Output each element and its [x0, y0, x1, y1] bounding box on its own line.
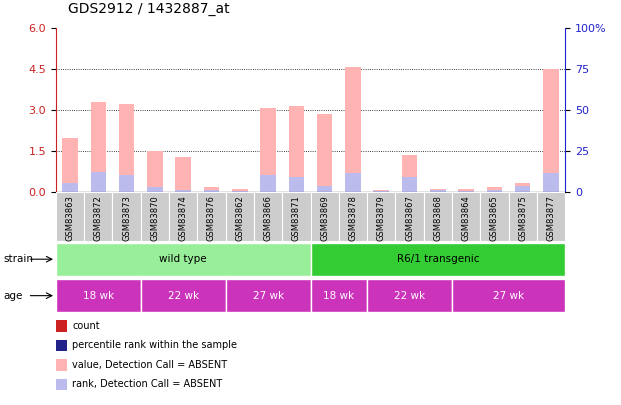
Bar [112, 192, 141, 241]
Bar [225, 279, 310, 312]
Text: strain: strain [3, 254, 33, 264]
Text: GSM83863: GSM83863 [66, 195, 75, 241]
Bar [458, 191, 474, 192]
Text: 18 wk: 18 wk [323, 291, 355, 301]
Bar [225, 192, 254, 241]
Text: GSM83872: GSM83872 [94, 195, 103, 241]
Bar [310, 192, 339, 241]
Text: GSM83862: GSM83862 [235, 195, 244, 241]
Bar [232, 189, 248, 192]
Text: percentile rank within the sample: percentile rank within the sample [72, 341, 237, 350]
Text: GSM83871: GSM83871 [292, 195, 301, 241]
Bar [452, 192, 480, 241]
Bar [197, 192, 225, 241]
Bar [56, 192, 84, 241]
Text: 27 wk: 27 wk [493, 291, 524, 301]
Text: 22 wk: 22 wk [394, 291, 425, 301]
Bar [169, 192, 197, 241]
Bar [84, 192, 112, 241]
Bar [62, 138, 78, 192]
Text: age: age [3, 291, 22, 301]
Bar [260, 175, 276, 192]
Text: GDS2912 / 1432887_at: GDS2912 / 1432887_at [68, 2, 230, 16]
Text: GSM83878: GSM83878 [348, 195, 358, 241]
Text: count: count [72, 321, 99, 331]
Bar [289, 106, 304, 192]
Bar [175, 190, 191, 192]
Bar [282, 192, 310, 241]
Text: GSM83869: GSM83869 [320, 195, 329, 241]
Text: wild type: wild type [160, 254, 207, 264]
Bar [310, 279, 367, 312]
Bar [119, 175, 134, 192]
Bar [543, 69, 559, 192]
Text: 27 wk: 27 wk [253, 291, 284, 301]
Bar [402, 156, 417, 192]
Text: GSM83879: GSM83879 [377, 195, 386, 241]
Bar [373, 190, 389, 192]
Text: R6/1 transgenic: R6/1 transgenic [397, 254, 479, 264]
Text: GSM83870: GSM83870 [150, 195, 160, 241]
Text: GSM83874: GSM83874 [179, 195, 188, 241]
Bar [480, 192, 509, 241]
Text: GSM83866: GSM83866 [263, 195, 273, 241]
Bar [509, 192, 537, 241]
Bar [402, 177, 417, 192]
Bar [310, 243, 565, 275]
Bar [175, 157, 191, 192]
Text: rank, Detection Call = ABSENT: rank, Detection Call = ABSENT [72, 379, 222, 389]
Bar [424, 192, 452, 241]
Bar [487, 187, 502, 192]
Bar [56, 279, 141, 312]
Bar [317, 115, 332, 192]
Bar [487, 190, 502, 192]
Bar [515, 183, 530, 192]
Bar [91, 102, 106, 192]
Bar [373, 191, 389, 192]
Bar [367, 279, 452, 312]
Bar [537, 192, 565, 241]
Bar [430, 189, 446, 192]
Text: 22 wk: 22 wk [168, 291, 199, 301]
Bar [141, 279, 225, 312]
Text: GSM83864: GSM83864 [461, 195, 471, 241]
Bar [147, 151, 163, 192]
Text: GSM83867: GSM83867 [405, 195, 414, 241]
Bar [317, 186, 332, 192]
Bar [339, 192, 367, 241]
Bar [254, 192, 282, 241]
Bar [204, 187, 219, 192]
Bar [543, 173, 559, 192]
Bar [204, 190, 219, 192]
Text: GSM83877: GSM83877 [546, 195, 555, 241]
Bar [515, 186, 530, 192]
Text: value, Detection Call = ABSENT: value, Detection Call = ABSENT [72, 360, 227, 370]
Bar [147, 187, 163, 192]
Bar [345, 66, 361, 192]
Text: 18 wk: 18 wk [83, 291, 114, 301]
Bar [396, 192, 424, 241]
Bar [458, 189, 474, 192]
Bar [367, 192, 396, 241]
Bar [260, 108, 276, 192]
Text: GSM83875: GSM83875 [518, 195, 527, 241]
Bar [91, 172, 106, 192]
Bar [232, 191, 248, 192]
Bar [345, 173, 361, 192]
Text: GSM83876: GSM83876 [207, 195, 216, 241]
Bar [56, 243, 310, 275]
Bar [119, 104, 134, 192]
Text: GSM83865: GSM83865 [490, 195, 499, 241]
Bar [452, 279, 565, 312]
Bar [141, 192, 169, 241]
Text: GSM83868: GSM83868 [433, 195, 442, 241]
Text: GSM83873: GSM83873 [122, 195, 131, 241]
Bar [289, 177, 304, 192]
Bar [62, 183, 78, 192]
Bar [430, 190, 446, 192]
